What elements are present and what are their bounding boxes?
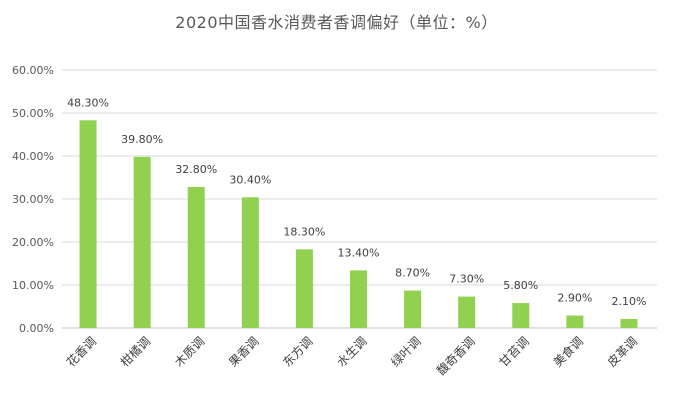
category-label: 美食调: [550, 334, 586, 370]
category-label: 甘苔调: [497, 334, 532, 369]
y-tick-label: 0.00%: [19, 322, 54, 335]
bar: [133, 156, 151, 328]
data-label: 39.80%: [121, 133, 163, 146]
bar: [620, 318, 638, 328]
category-label: 东方调: [279, 334, 315, 370]
y-tick-label: 30.00%: [12, 193, 54, 206]
bar: [404, 290, 422, 328]
y-tick-label: 50.00%: [12, 107, 54, 120]
bar: [350, 270, 367, 328]
bar: [458, 296, 476, 328]
category-label: 柑橘调: [117, 334, 153, 370]
category-label: 馥奇香调: [434, 334, 478, 378]
data-label: 30.40%: [229, 173, 271, 186]
category-label: 绿叶调: [388, 334, 424, 370]
y-tick-label: 20.00%: [12, 236, 54, 249]
data-label: 48.30%: [67, 96, 109, 109]
y-tick-label: 10.00%: [12, 279, 54, 292]
data-label: 8.70%: [395, 267, 430, 280]
data-label: 18.30%: [283, 225, 325, 238]
bar: [512, 303, 530, 328]
category-label: 水生调: [334, 334, 369, 369]
bar: [241, 197, 259, 328]
y-tick-label: 60.00%: [12, 64, 54, 77]
category-label: 花香调: [63, 334, 99, 370]
data-label: 13.40%: [338, 246, 380, 259]
bar: [187, 186, 205, 328]
data-label: 32.80%: [175, 163, 217, 176]
data-label: 7.30%: [449, 273, 484, 286]
data-label: 2.90%: [557, 292, 592, 305]
chart-title: 2020中国香水消费者香调偏好（单位：%）: [175, 13, 498, 32]
category-label: 皮革调: [605, 334, 640, 369]
bar: [295, 249, 313, 328]
category-label: 果香调: [226, 334, 261, 369]
data-label: 5.80%: [503, 279, 538, 292]
y-tick-label: 40.00%: [12, 150, 54, 163]
bar: [566, 315, 584, 328]
category-label: 木质调: [172, 334, 207, 369]
data-label: 2.10%: [611, 295, 646, 308]
bar: [79, 120, 97, 328]
